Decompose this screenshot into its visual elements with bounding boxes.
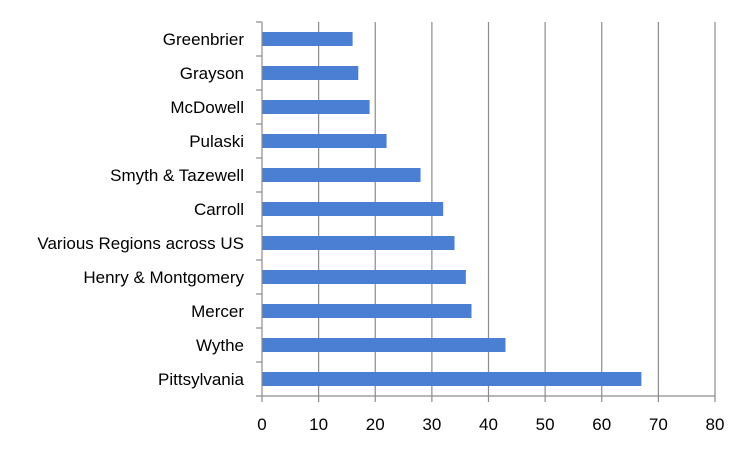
bar-3 [262, 134, 387, 148]
x-tick-label-20: 20 [366, 415, 385, 434]
bar-6 [262, 236, 455, 250]
category-label-7: Henry & Montgomery [83, 268, 244, 287]
x-tick-label-50: 50 [536, 415, 555, 434]
x-tick-label-80: 80 [706, 415, 725, 434]
x-tick-label-0: 0 [257, 415, 266, 434]
bar-10 [262, 372, 642, 386]
category-label-0: Greenbrier [163, 30, 245, 49]
category-labels: Greenbrier Grayson McDowell Pulaski Smyth & … [37, 30, 244, 389]
axes [256, 21, 716, 402]
x-tick-label-30: 30 [422, 415, 441, 434]
category-label-9: Wythe [196, 336, 244, 355]
x-tick-label-70: 70 [649, 415, 668, 434]
x-tick-label-10: 10 [309, 415, 328, 434]
bar-8 [262, 304, 472, 318]
category-label-6: Various Regions across US [37, 234, 244, 253]
bar-2 [262, 100, 370, 114]
x-tick-label-40: 40 [479, 415, 498, 434]
bar-7 [262, 270, 466, 284]
category-label-2: McDowell [170, 98, 244, 117]
bar-0 [262, 32, 353, 46]
category-label-4: Smyth & Tazewell [110, 166, 244, 185]
bar-5 [262, 202, 444, 216]
bar-9 [262, 338, 506, 352]
x-tick-label-60: 60 [592, 415, 611, 434]
category-label-1: Grayson [180, 64, 244, 83]
category-label-5: Carroll [194, 200, 244, 219]
bars [262, 32, 642, 386]
category-label-8: Mercer [191, 302, 244, 321]
bar-4 [262, 168, 421, 182]
tick-labels: 0 10 20 30 40 50 60 70 80 [257, 415, 724, 434]
bar-1 [262, 66, 359, 80]
category-label-10: Pittsylvania [158, 370, 245, 389]
category-label-3: Pulaski [189, 132, 244, 151]
